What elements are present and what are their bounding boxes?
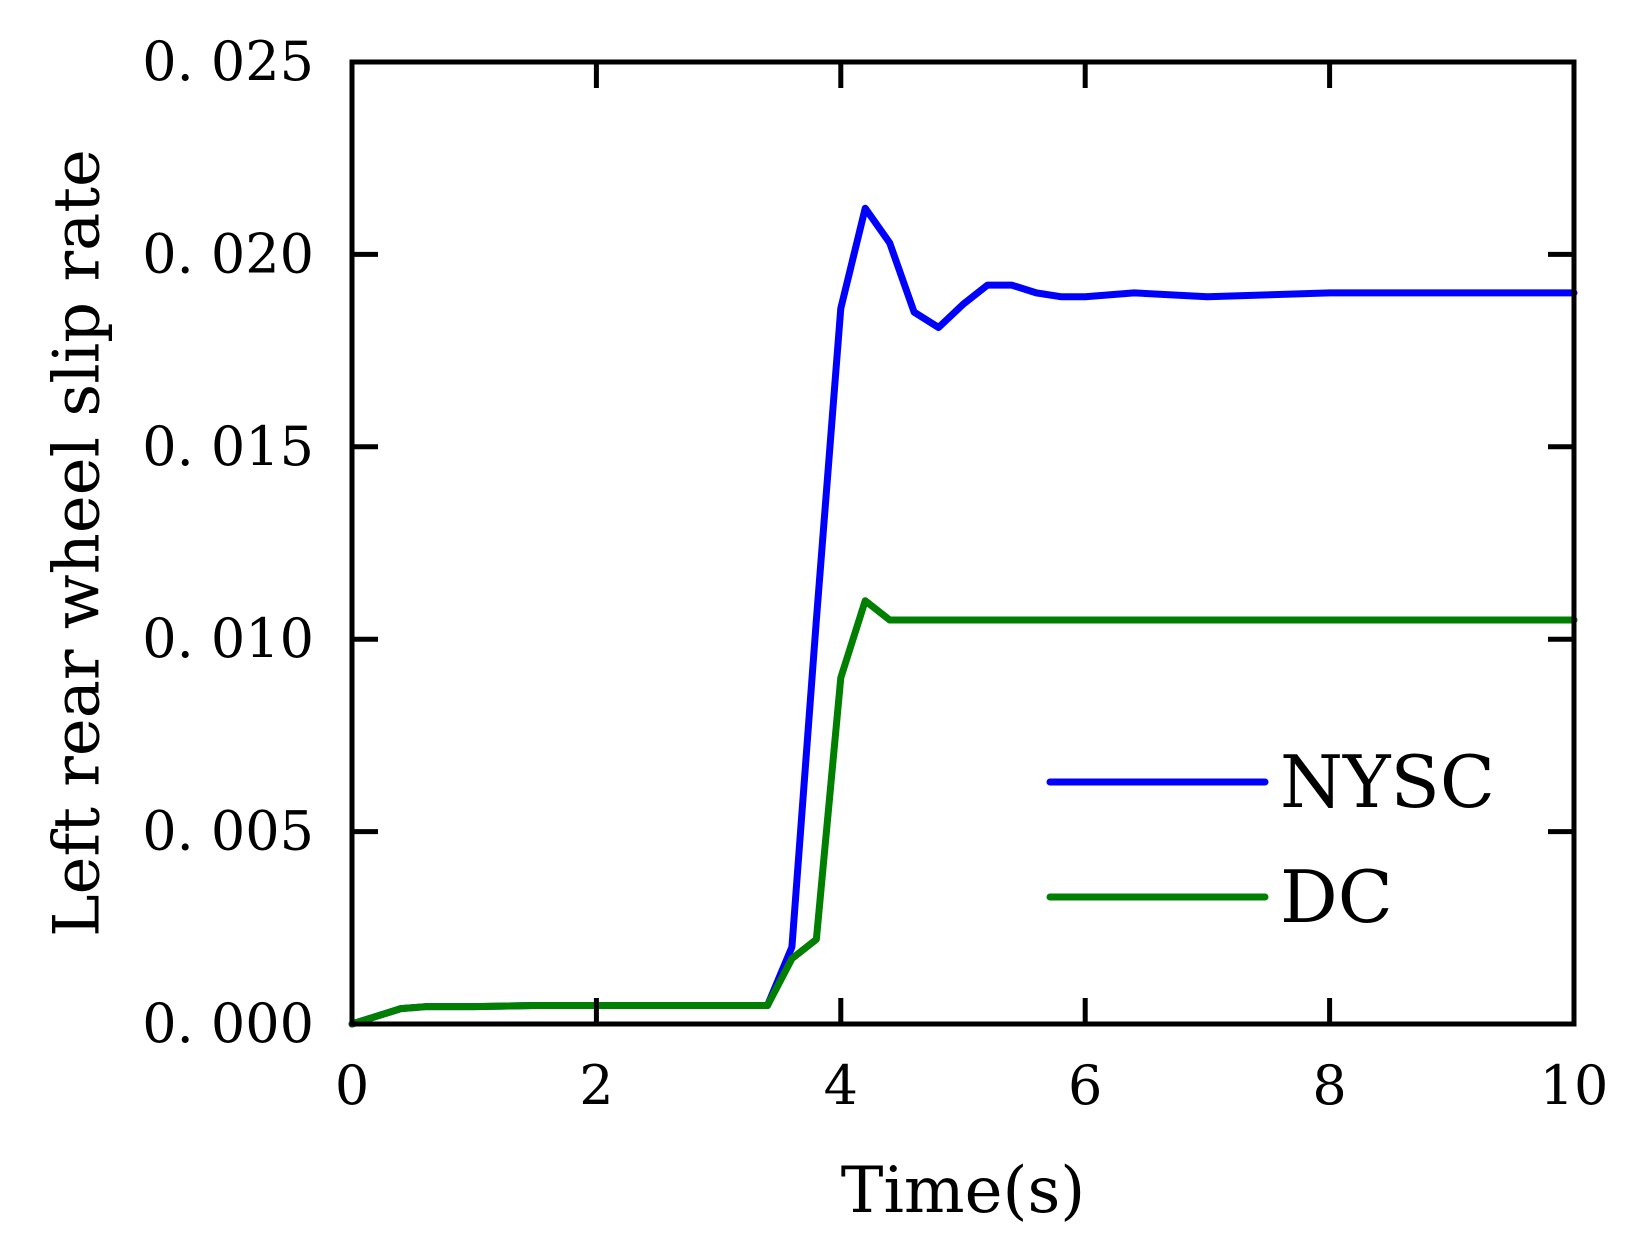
- y-tick-label: 0. 020: [142, 222, 314, 285]
- series-layer: [348, 204, 1578, 1028]
- legend: NYSC DC: [1046, 740, 1495, 939]
- x-tick-labels: 0 2 4 6 8 10: [335, 1054, 1609, 1117]
- legend-label-dc: DC: [1280, 855, 1393, 939]
- y-tick-labels: 0. 000 0. 005 0. 010 0. 015 0. 020 0. 025: [142, 30, 314, 1055]
- legend-label-nysc: NYSC: [1280, 740, 1495, 824]
- x-tick-label: 6: [1068, 1054, 1102, 1117]
- x-tick-label: 2: [579, 1054, 613, 1117]
- x-tick-label: 4: [824, 1054, 858, 1117]
- y-tick-label: 0. 005: [142, 800, 314, 863]
- y-tick-label: 0. 010: [142, 607, 314, 670]
- y-axis-title: Left rear wheel slip rate: [41, 149, 115, 937]
- x-tick-label: 10: [1540, 1054, 1609, 1117]
- series-line-dc: [348, 597, 1578, 1028]
- plot-area-frame: [349, 59, 1577, 1027]
- x-tick-label: 8: [1312, 1054, 1346, 1117]
- y-tick-label: 0. 015: [142, 415, 314, 478]
- y-tick-label: 0. 025: [142, 30, 314, 93]
- y-tick-label: 0. 000: [142, 992, 314, 1055]
- x-tick-label: 0: [335, 1054, 369, 1117]
- x-axis-title: Time(s): [841, 1154, 1086, 1228]
